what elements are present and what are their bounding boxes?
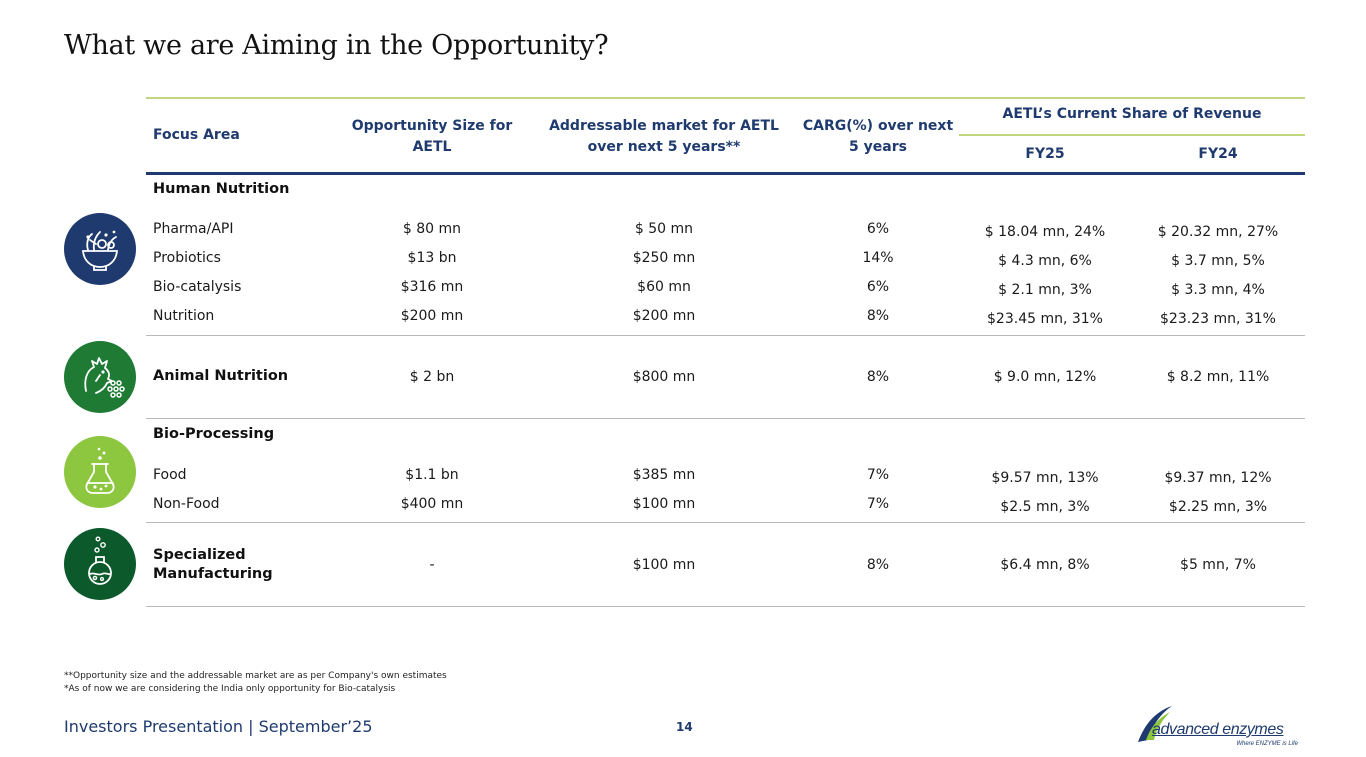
logo-swoosh-icon (1138, 706, 1172, 742)
cell-fy24: $ 8.2 mn, 11% (1166, 369, 1270, 385)
table-bottom-rule (146, 606, 1305, 607)
cell-cagr: 14% (862, 250, 894, 266)
cell-cagr: 6% (866, 279, 890, 295)
cell-opportunity: $316 mn (400, 279, 464, 295)
cell-cagr: 8% (866, 308, 890, 324)
cell-cagr: 8% (866, 557, 890, 573)
cell-fy24: $23.23 mn, 31% (1160, 311, 1276, 327)
cell-market: $100 mn (632, 496, 696, 512)
cell-opportunity: - (429, 557, 435, 573)
header-addressable-market: Addressable market for AETL over next 5 … (549, 118, 779, 155)
flask-icon (64, 436, 136, 508)
header-top-rule (146, 97, 1305, 99)
cell-fy24: $ 3.7 mn, 5% (1171, 253, 1265, 269)
cell-market: $385 mn (632, 467, 696, 483)
specialized-line1: Specialized (153, 547, 246, 563)
row-label-animal-nutrition: Animal Nutrition (153, 368, 289, 384)
cell-opportunity: $1.1 bn (405, 467, 459, 483)
cell-cagr: 8% (866, 369, 890, 385)
cell-opportunity: $ 2 bn (409, 369, 455, 385)
cell-opportunity: $ 80 mn (402, 221, 462, 237)
cell-fy25: $9.57 mn, 13% (991, 470, 1099, 486)
cell-cagr: 6% (866, 221, 890, 237)
rooster-icon (64, 341, 136, 413)
company-logo: advanced enzymes Where ENZYME is Life (1136, 704, 1306, 752)
cell-cagr: 7% (866, 496, 890, 512)
cell-fy24: $ 3.3 mn, 4% (1171, 282, 1265, 298)
header-cagr: CARG(%) over next 5 years (802, 118, 954, 155)
page-title: What we are Aiming in the Opportunity? (64, 30, 609, 61)
cell-fy25: $2.5 mn, 3% (1000, 499, 1090, 515)
header-current-share: AETL’s Current Share of Revenue (1002, 106, 1262, 122)
header-bottom-rule (146, 172, 1305, 175)
cell-market: $100 mn (632, 557, 696, 573)
logo-text: advanced enzymes (1152, 721, 1284, 738)
cell-fy25: $6.4 mn, 8% (1000, 557, 1090, 573)
cell-fy25: $23.45 mn, 31% (987, 311, 1103, 327)
cell-fy24: $9.37 mn, 12% (1164, 470, 1272, 486)
row-label-food: Food (153, 467, 187, 483)
cell-fy25: $ 9.0 mn, 12% (993, 369, 1097, 385)
cell-fy25: $ 2.1 mn, 3% (998, 282, 1092, 298)
cell-fy24: $2.25 mn, 3% (1168, 499, 1268, 515)
cell-fy24: $5 mn, 7% (1180, 557, 1256, 573)
logo-tagline: Where ENZYME is Life (1236, 741, 1298, 747)
cell-market: $60 mn (637, 279, 691, 295)
header-focus-area: Focus Area (153, 127, 240, 143)
section-divider (146, 335, 1305, 336)
row-label-specialized-manufacturing: Specialized Manufacturing (153, 546, 273, 584)
section-divider (146, 418, 1305, 419)
row-label-nutrition: Nutrition (153, 308, 215, 324)
cell-opportunity: $200 mn (400, 308, 464, 324)
footer-presentation-label: Investors Presentation | September’25 (64, 717, 373, 736)
bubbling-flask-icon (64, 528, 136, 600)
group-bio-processing: Bio-Processing (153, 426, 275, 442)
row-label-probiotics: Probiotics (153, 250, 221, 266)
row-label-pharma-api: Pharma/API (153, 221, 234, 237)
salad-bowl-icon (64, 213, 136, 285)
cell-fy25: $ 4.3 mn, 6% (998, 253, 1092, 269)
cell-market: $ 50 mn (634, 221, 694, 237)
cell-opportunity: $13 bn (407, 250, 457, 266)
cell-market: $200 mn (632, 308, 696, 324)
page-number: 14 (676, 720, 693, 734)
cell-market: $250 mn (632, 250, 696, 266)
cell-cagr: 7% (866, 467, 890, 483)
row-label-bio-catalysis: Bio-catalysis (153, 279, 242, 295)
header-fy24: FY24 (1198, 146, 1238, 162)
header-opportunity-size: Opportunity Size for AETL (351, 118, 513, 155)
footnote-2: *As of now we are considering the India … (64, 684, 396, 694)
row-label-non-food: Non-Food (153, 496, 220, 512)
section-divider (146, 522, 1305, 523)
group-human-nutrition: Human Nutrition (153, 181, 290, 197)
footnote-1: **Opportunity size and the addressable m… (64, 671, 447, 681)
cell-fy24: $ 20.32 mn, 27% (1157, 224, 1279, 240)
specialized-line2: Manufacturing (153, 566, 273, 582)
header-sub-rule (959, 134, 1305, 136)
cell-fy25: $ 18.04 mn, 24% (984, 224, 1106, 240)
header-fy25: FY25 (1025, 146, 1065, 162)
cell-opportunity: $400 mn (400, 496, 464, 512)
cell-market: $800 mn (632, 369, 696, 385)
